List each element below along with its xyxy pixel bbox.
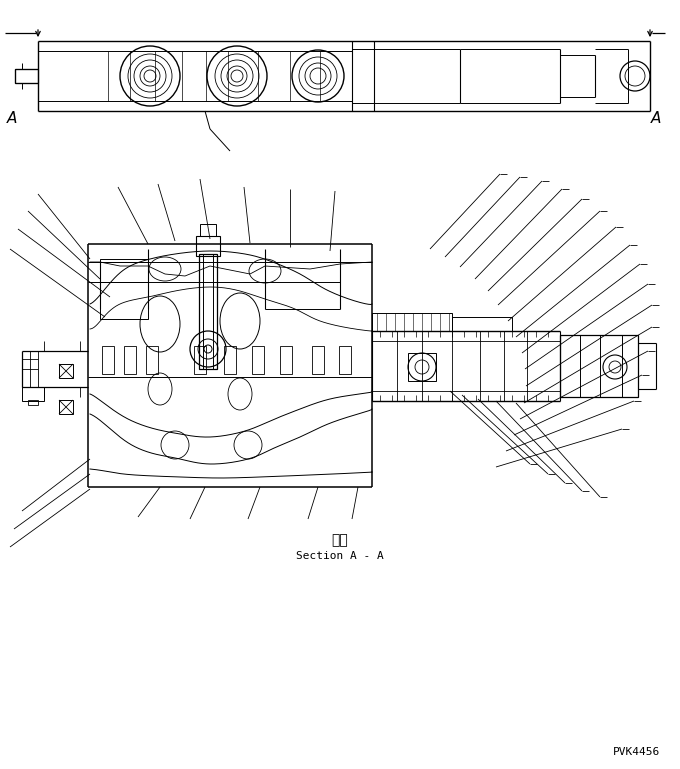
Bar — [15, 69, 38, 83]
Text: PVK4456: PVK4456 — [613, 747, 660, 757]
Text: A: A — [7, 111, 17, 126]
Bar — [194, 346, 206, 374]
Text: A: A — [651, 111, 661, 126]
Bar — [100, 259, 148, 319]
Text: Section A - A: Section A - A — [296, 551, 384, 561]
Bar — [203, 254, 213, 369]
Bar — [199, 254, 217, 369]
Bar — [224, 346, 236, 374]
Bar — [200, 224, 216, 236]
Bar — [102, 346, 114, 374]
Bar — [452, 317, 512, 331]
Bar — [408, 353, 436, 381]
Bar — [124, 346, 136, 374]
Bar — [280, 346, 292, 374]
Bar — [252, 346, 264, 374]
Bar — [372, 313, 452, 331]
Bar — [28, 400, 38, 405]
Bar — [59, 400, 73, 414]
Bar — [196, 236, 220, 256]
Bar — [312, 346, 324, 374]
Text: 断面: 断面 — [332, 533, 348, 547]
Bar — [22, 387, 44, 401]
Bar — [560, 335, 638, 397]
Bar — [146, 346, 158, 374]
Bar — [59, 364, 73, 378]
Bar — [339, 346, 351, 374]
